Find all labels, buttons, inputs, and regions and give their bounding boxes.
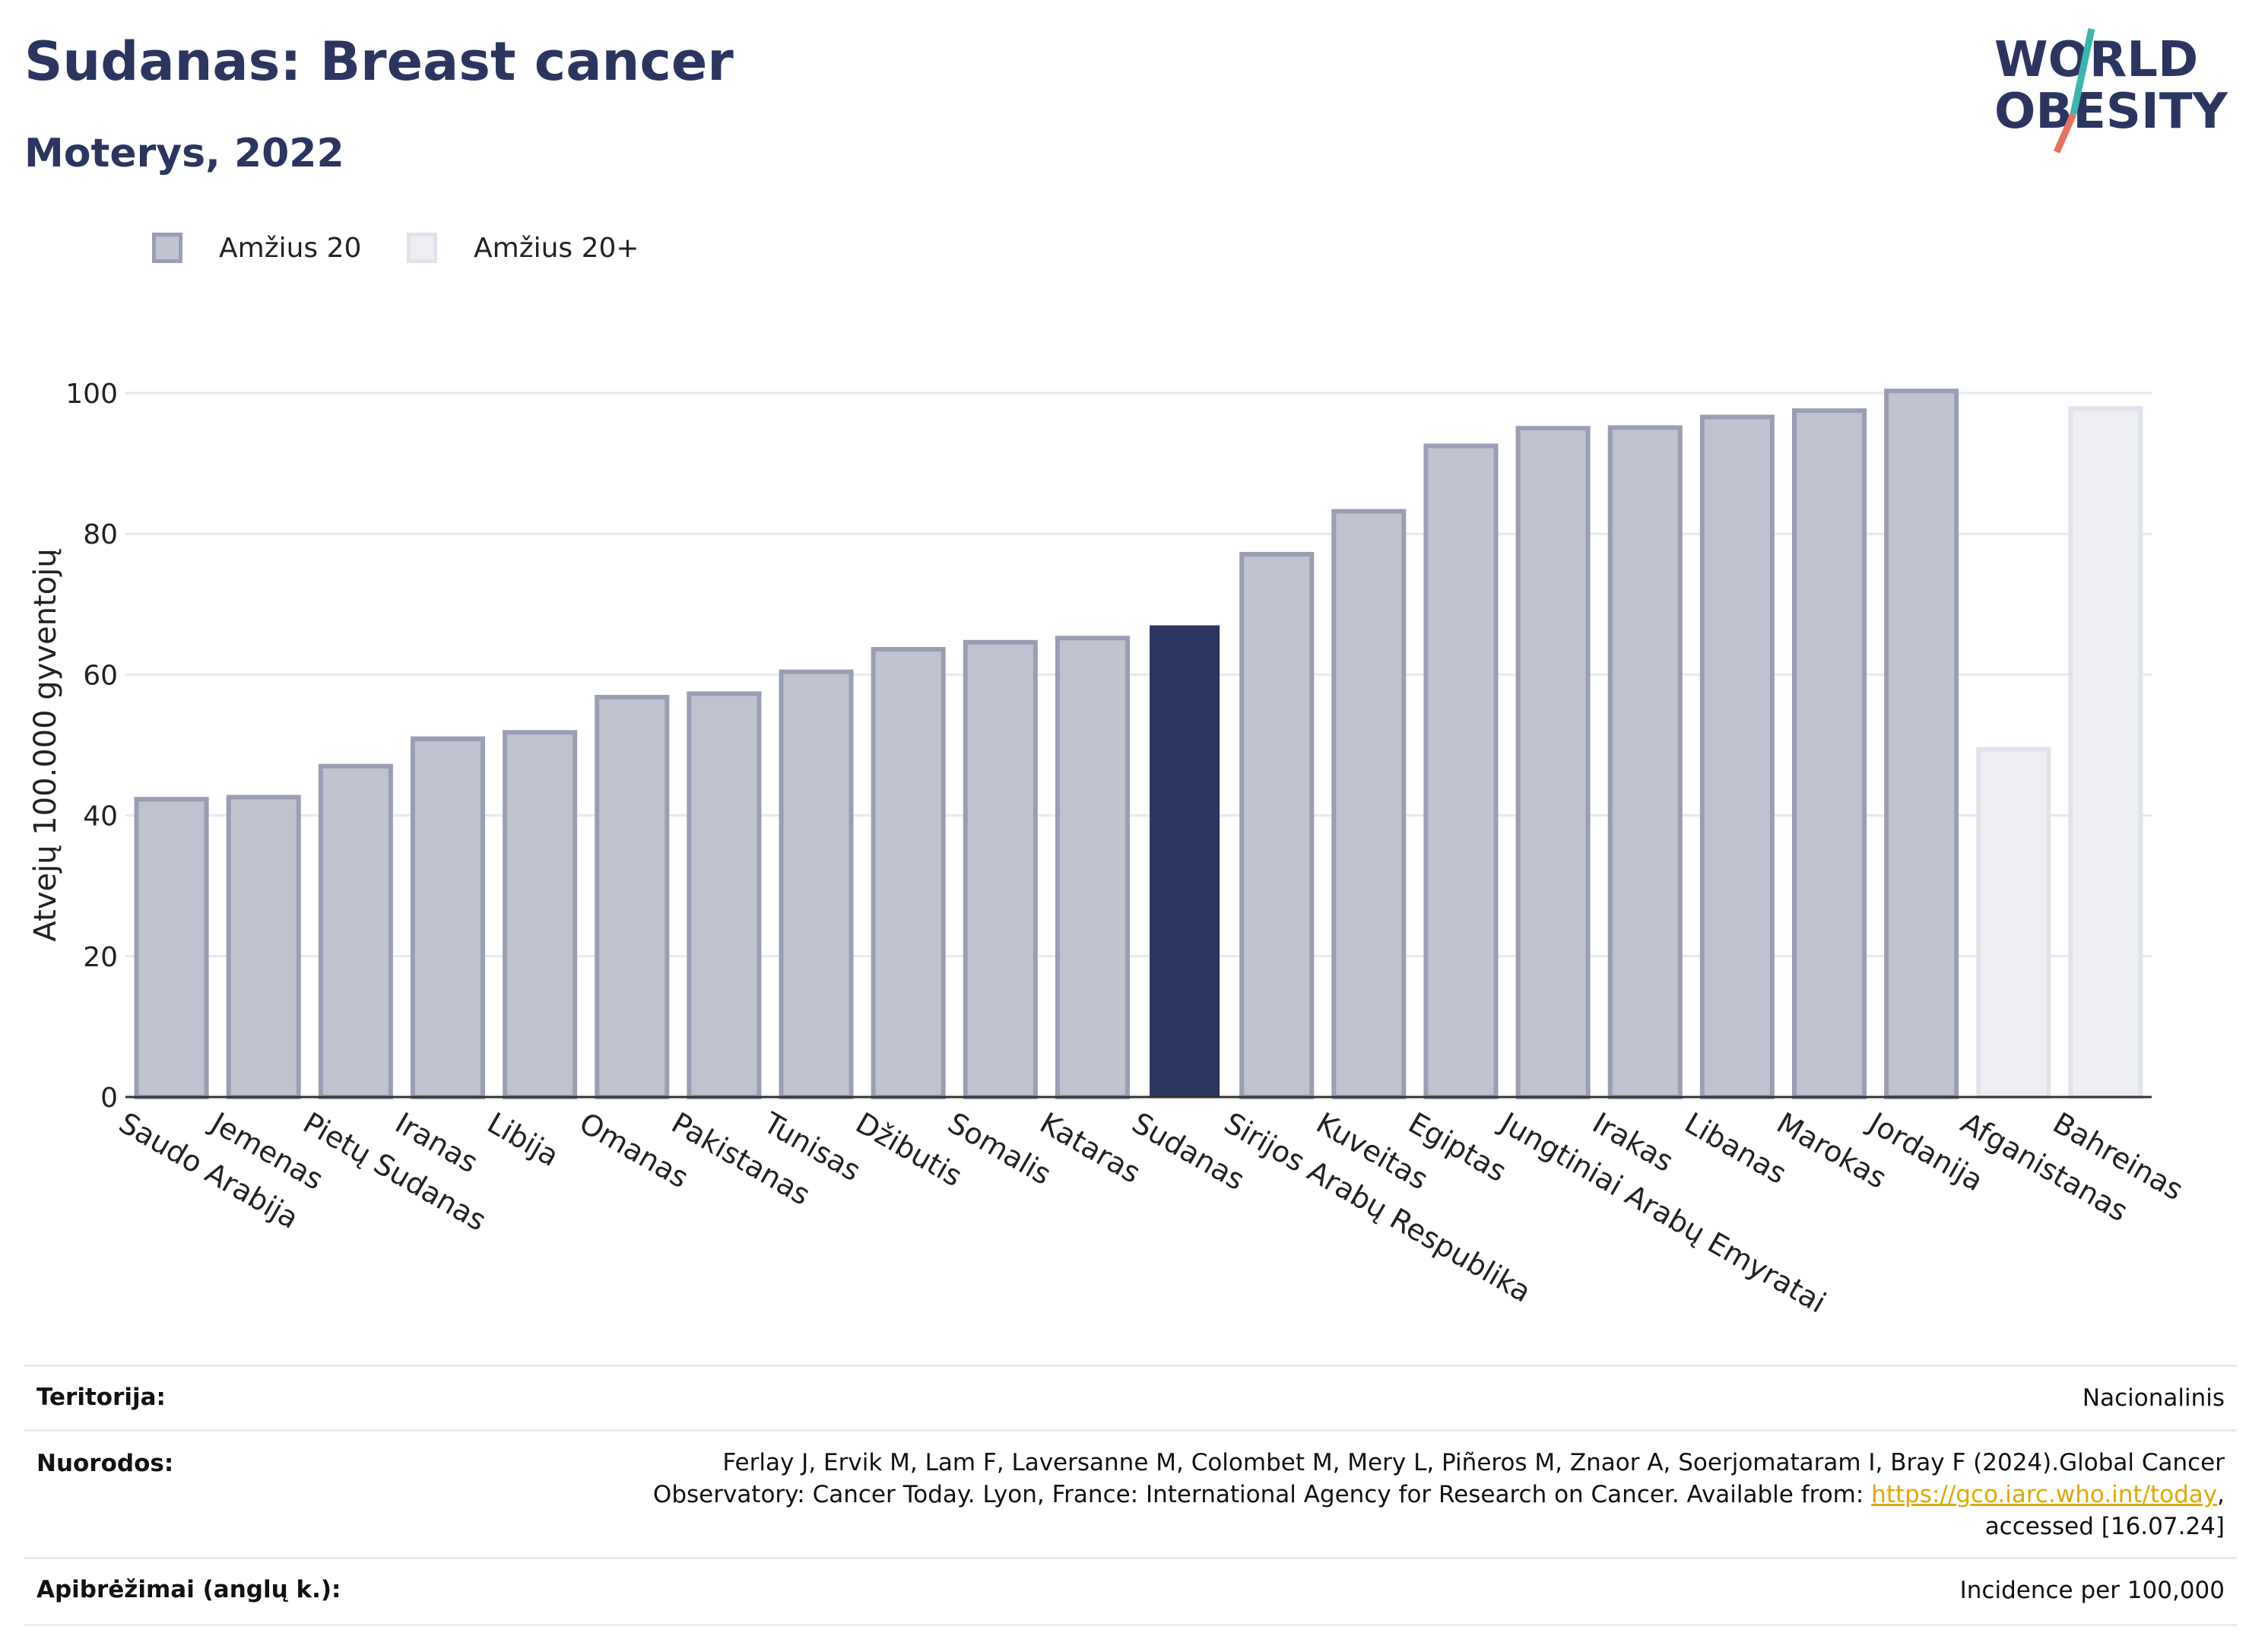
bar-16 [1607,425,1683,1099]
footer-key-territory: Teritorija: [36,1384,166,1411]
bar-3 [410,736,486,1100]
bar-4 [503,730,578,1099]
legend-item-age20: Amžius 20 [152,225,361,271]
legend-swatch-age20plus [407,233,437,263]
reference-link-suffix: , [2217,1481,2225,1508]
footer-value-references: Ferlay J, Ervik M, Lam F, Laversanne M, … [653,1447,2225,1543]
y-tick-label: 0 [100,1083,118,1114]
page-subtitle: Moterys, 2022 [24,131,344,176]
bar-9 [963,639,1038,1099]
y-tick-label: 20 [83,942,118,973]
bar-12 [1239,552,1315,1099]
reference-line-2-text: Observatory: Cancer Today. Lyon, France:… [652,1481,1872,1508]
footer-value-definitions: Incidence per 100,000 [1959,1577,2225,1604]
reference-line-3: accessed [16.07.24] [1984,1513,2225,1540]
footer-key-definitions: Apibrėžimai (anglų k.): [36,1576,341,1603]
bar-8 [871,647,946,1099]
y-tick-label: 80 [83,519,118,550]
reference-link[interactable]: https://gco.iarc.who.int/today [1871,1481,2218,1508]
x-tick-label: Libija [482,1106,565,1173]
bar-20 [1976,747,2051,1100]
reference-line-2: Observatory: Cancer Today. Lyon, France:… [653,1479,2225,1511]
bar-17 [1699,414,1775,1099]
y-tick-label: 40 [83,801,118,832]
reference-line-1: Ferlay J, Ervik M, Lam F, Laversanne M, … [722,1449,2225,1476]
bar-13 [1331,509,1407,1099]
legend-swatch-age20 [152,233,182,263]
bar-6 [687,691,762,1099]
bar-0 [134,797,209,1099]
bar-7 [779,669,854,1099]
bar-19 [1884,388,1959,1099]
y-axis-label: Atvejų 100.000 gyventojų [28,548,63,941]
footer-value-territory: Nacionalinis [2082,1384,2225,1412]
footer-row-references: Nuorodos: Ferlay J, Ervik M, Lam F, Lave… [24,1429,2237,1559]
x-tick-label: Džibutis [850,1106,968,1194]
bar-14 [1423,443,1499,1099]
bar-5 [595,695,670,1099]
footer-key-references: Nuorodos: [36,1450,174,1477]
x-tick-label: Libanas [1679,1106,1792,1191]
legend-item-age20plus: Amžius 20+ [407,225,639,271]
legend-label-age20plus: Amžius 20+ [474,232,639,264]
footer-row-territory: Teritorija: Nacionalinis [24,1365,2237,1432]
logo-line2: OBESITY [1994,84,2228,140]
page-title: Sudanas: Breast cancer [24,30,734,93]
bar-10 [1055,636,1130,1099]
bar-11 [1150,625,1220,1097]
y-tick-label: 100 [65,379,118,410]
bar-18 [1791,408,1867,1099]
bar-21 [2068,406,2143,1099]
logo-line1: WORLD [1994,32,2198,88]
world-obesity-logo: WORLD OBESITY [1994,28,2228,154]
y-tick-label: 60 [83,660,118,691]
bar-15 [1515,426,1591,1099]
footer-row-definitions: Apibrėžimai (anglų k.): Incidence per 10… [24,1557,2237,1626]
bar-2 [318,763,393,1100]
x-tick-label: Kataras [1034,1106,1146,1190]
bar-1 [226,794,301,1100]
legend-label-age20: Amžius 20 [219,232,362,264]
